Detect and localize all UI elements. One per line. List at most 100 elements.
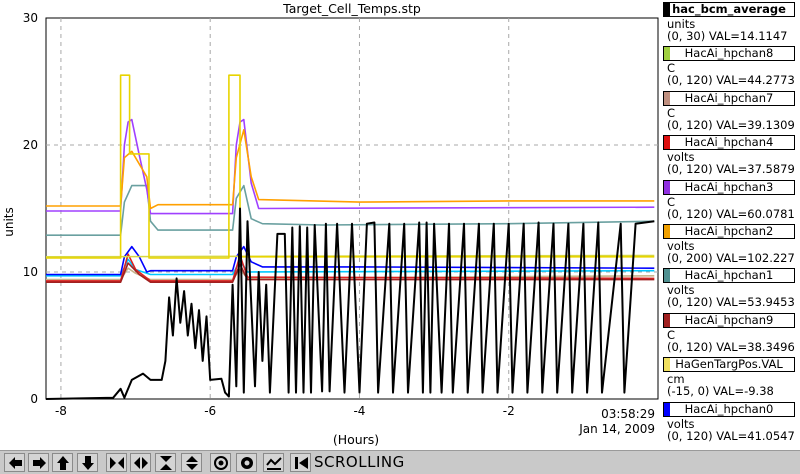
zoom-button[interactable] (236, 453, 257, 472)
compress-horizontal-button[interactable] (130, 453, 151, 472)
series-line-2 (46, 253, 655, 282)
arrow-down-button[interactable] (77, 453, 98, 472)
color-swatch (664, 269, 670, 283)
legend-name: hac_bcm_average (672, 2, 786, 16)
legend-swatch-button[interactable]: HacAi_hpchan2 (663, 224, 795, 239)
legend-range-value: (0, 120) VAL=39.1309 (667, 117, 795, 132)
expand-horizontal-icon (110, 457, 124, 469)
legend-entry[interactable]: hac_bcm_average units (0, 30) VAL=14.1147 (661, 2, 800, 46)
legend-range-value: (0, 120) VAL=41.0547 (667, 428, 795, 443)
graph-icon (266, 457, 282, 470)
arrow-up-button[interactable] (52, 453, 73, 472)
series-line-9 (46, 74, 655, 259)
legend-swatch-button[interactable]: HacAi_hpchan9 (663, 312, 795, 328)
series-layer (45, 74, 655, 400)
color-swatch (664, 358, 670, 372)
mode-label: SCROLLING (314, 453, 405, 471)
legend-entry[interactable]: HacAi_hpchan7 C (0, 120) VAL=39.1309 (661, 90, 800, 135)
arrow-left-button[interactable] (4, 453, 25, 472)
legend-entry[interactable]: HacAi_hpchan4 volts (0, 120) VAL=37.5879 (661, 135, 800, 179)
rewind-icon (295, 457, 308, 469)
legend-range-value: (0, 120) VAL=60.0781 (667, 206, 795, 221)
legend-swatch-button[interactable]: HacAi_hpchan4 (663, 135, 795, 151)
legend-swatch-button[interactable]: hac_bcm_average (663, 2, 795, 17)
legend-unit: C (667, 61, 676, 76)
arrow-right-button[interactable] (28, 453, 49, 472)
arrow-down-icon (82, 456, 94, 470)
legend-entry[interactable]: HacAi_hpchan0 volts (0, 120) VAL=41.0547 (661, 401, 800, 446)
legend-name: HacAi_hpchan7 (684, 90, 774, 105)
legend-entry[interactable]: HacAi_hpchan9 C (0, 120) VAL=38.3496 (661, 312, 800, 357)
legend-name: HacAi_hpchan2 (684, 224, 774, 238)
compress-vertical-icon (186, 456, 198, 470)
legend-unit: volts (667, 283, 695, 298)
legend-range-value: (0, 200) VAL=102.227 (667, 251, 795, 265)
legend-entry[interactable]: HaGenTargPos.VAL cm (-15, 0) VAL=-9.38 (661, 357, 800, 401)
y-tick-label: 10 (23, 265, 38, 279)
legend-swatch-button[interactable]: HacAi_hpchan0 (663, 401, 795, 417)
legend-swatch-button[interactable]: HaGenTargPos.VAL (663, 357, 795, 373)
legend-swatch-button[interactable]: HacAi_hpchan7 (663, 90, 795, 106)
legend-name: HacAi_hpchan3 (684, 179, 774, 194)
legend-unit: units (667, 17, 696, 31)
series-line-8 (46, 129, 655, 210)
legend-swatch-button[interactable]: HacAi_hpchan8 (663, 46, 795, 62)
compress-horizontal-icon (134, 457, 148, 469)
timestamp-time: 03:58:29 (601, 407, 655, 421)
legend-entry[interactable]: HacAi_hpchan3 C (0, 120) VAL=60.0781 (661, 179, 800, 224)
compress-vertical-button[interactable] (181, 453, 202, 472)
arrow-right-icon (33, 457, 46, 469)
color-swatch (664, 3, 670, 16)
legend-unit: volts (667, 239, 695, 253)
color-swatch (664, 91, 670, 105)
series-line-4 (46, 245, 655, 276)
legend-swatch-button[interactable]: HacAi_hpchan1 (663, 268, 795, 284)
legend-range-value: (0, 120) VAL=53.9453 (667, 295, 795, 310)
color-swatch (664, 402, 670, 416)
chart-title: Target_Cell_Temps.stp (282, 1, 421, 16)
color-swatch (664, 136, 670, 150)
legend-range-value: (-15, 0) VAL=-9.38 (667, 384, 774, 399)
legend-unit: C (667, 105, 676, 120)
color-swatch (664, 225, 670, 238)
arrow-left-icon (9, 457, 22, 469)
legend-range-value: (0, 120) VAL=38.3496 (667, 339, 795, 354)
x-tick-label: -4 (353, 404, 365, 418)
legend-name: HaGenTargPos.VAL (675, 357, 783, 372)
legend-entry[interactable]: HacAi_hpchan8 C (0, 120) VAL=44.2773 (661, 46, 800, 90)
series-line-6 (46, 184, 655, 236)
strip-chart: -8 -6 -4 -2 0 10 20 30 Target_Cell_Temps.stp un… (2, 1, 659, 447)
x-tick-label: -6 (204, 404, 216, 418)
legend: hac_bcm_average units (0, 30) VAL=14.1147 H… (661, 0, 800, 450)
legend-range-value: (0, 120) VAL=44.2773 (667, 73, 795, 88)
legend-entry[interactable]: HacAi_hpchan1 volts (0, 120) VAL=53.9453 (661, 268, 800, 312)
legend-entry[interactable]: HacAi_hpchan2 volts (0, 200) VAL=102.227 (661, 224, 800, 268)
legend-unit: volts (667, 150, 695, 165)
legend-swatch-button[interactable]: HacAi_hpchan3 (663, 179, 795, 195)
record-icon (214, 456, 228, 470)
x-tick-label: -8 (55, 404, 67, 418)
record-button[interactable] (210, 453, 231, 472)
legend-name: HacAi_hpchan1 (684, 268, 774, 283)
legend-name: HacAi_hpchan4 (684, 135, 774, 150)
toolbar: SCROLLING (0, 450, 800, 474)
legend-unit: C (667, 194, 676, 209)
series-line-10 (45, 207, 655, 400)
axis-ticks: -8 -6 -4 -2 0 10 20 30 (23, 11, 515, 418)
y-axis-label: units (2, 207, 16, 237)
legend-unit: volts (667, 416, 695, 431)
color-swatch (664, 313, 670, 327)
y-tick-label: 30 (23, 11, 38, 25)
arrow-up-icon (57, 456, 69, 470)
expand-vertical-icon (160, 456, 172, 470)
legend-unit: cm (667, 372, 685, 387)
zoom-icon (241, 457, 253, 469)
x-axis-label: (Hours) (333, 432, 379, 447)
expand-horizontal-button[interactable] (106, 453, 127, 472)
rewind-button[interactable] (290, 453, 311, 472)
legend-name: HacAi_hpchan0 (684, 401, 774, 416)
timestamp-date: Jan 14, 2009 (578, 422, 655, 436)
expand-vertical-button[interactable] (155, 453, 176, 472)
legend-name: HacAi_hpchan8 (684, 46, 774, 61)
graph-button[interactable] (263, 453, 284, 472)
